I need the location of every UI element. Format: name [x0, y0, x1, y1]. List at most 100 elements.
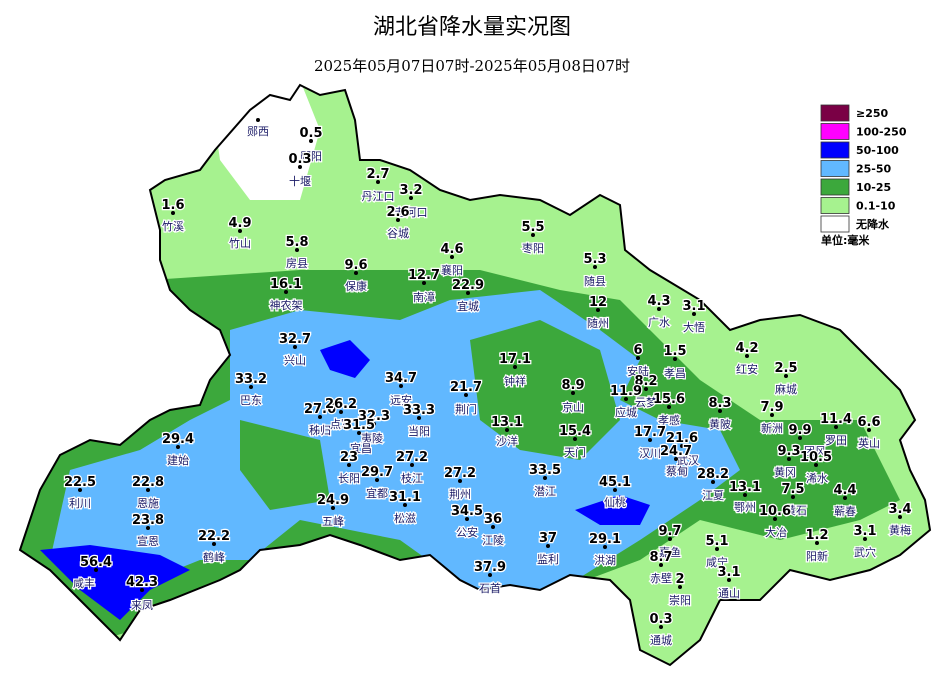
station-dot	[331, 506, 335, 510]
station-name: 宜城	[457, 299, 479, 313]
station-value: 13.1	[729, 480, 761, 495]
station-value: 3.4	[888, 502, 911, 517]
station-value: 15.6	[653, 392, 685, 407]
station-value: 34.5	[451, 504, 483, 519]
station-value: 34.7	[385, 371, 417, 386]
station-dot	[78, 488, 82, 492]
station-dot	[238, 229, 242, 233]
station-dot	[256, 118, 260, 122]
station-name: 随州	[587, 316, 609, 330]
station-name: 汉川	[639, 447, 661, 460]
station-dot	[898, 515, 902, 519]
legend-label: 25-50	[856, 163, 892, 176]
station-name: 武汉	[677, 454, 699, 467]
station-name: 江夏	[702, 489, 724, 502]
station-name: 洪湖	[594, 553, 616, 567]
station-name: 通山	[718, 587, 740, 600]
station-value: 24.7	[660, 444, 692, 459]
station-value: 3.1	[682, 299, 705, 314]
station-name: 建始	[167, 453, 189, 467]
station-value: 29.1	[589, 532, 621, 547]
station-name: 江陵	[482, 534, 504, 547]
station-dot	[546, 544, 550, 548]
station-value: 22.8	[132, 475, 164, 490]
station-dot	[711, 480, 715, 484]
station-value: 17.1	[499, 352, 531, 367]
station-dot	[410, 463, 414, 467]
station-name: 黄陂	[709, 417, 731, 431]
station-name: 京山	[562, 400, 584, 414]
station-value: 29.7	[361, 465, 393, 480]
station-dot	[347, 463, 351, 467]
station-name: 咸宁	[706, 555, 728, 569]
station-dot	[678, 585, 682, 589]
station-dot	[298, 165, 302, 169]
station-dot	[422, 281, 426, 285]
station-dot	[354, 271, 358, 275]
station-dot	[770, 413, 774, 417]
station-dot	[295, 248, 299, 252]
station-name: 蕲春	[834, 505, 856, 518]
legend-label: 50-100	[856, 144, 899, 157]
station-value: 10.5	[800, 450, 832, 465]
station-value: 23	[340, 450, 358, 465]
station-value: 45.1	[599, 475, 631, 490]
station-value: 10.6	[759, 504, 791, 519]
station-dot	[140, 588, 144, 592]
station-dot	[745, 354, 749, 358]
station-value: 17.7	[634, 425, 666, 440]
legend-swatch	[820, 178, 850, 196]
station-name: 长阳	[338, 472, 360, 485]
station-value: 28.2	[697, 467, 729, 482]
station-name: 南漳	[413, 290, 435, 304]
station-dot	[505, 428, 509, 432]
station-dot	[417, 416, 421, 420]
legend: ≥250 100-250 50-100 25-50 10-25 0.1-10 无降水	[820, 104, 907, 233]
station-name: 大悟	[683, 320, 705, 334]
station-name: 孝昌	[664, 367, 686, 380]
station-value: 27.2	[444, 466, 476, 481]
station-value: 9.9	[788, 423, 811, 438]
station-value: 4.3	[647, 294, 670, 309]
station-value: 1.5	[663, 344, 686, 359]
station-name: 房县	[286, 257, 308, 270]
station-dot	[491, 525, 495, 529]
station-dot	[659, 625, 663, 629]
station-name: 通城	[650, 634, 672, 647]
station-value: 4.4	[833, 483, 856, 498]
station-name: 英山	[858, 436, 880, 450]
station-name: 崇阳	[669, 594, 691, 607]
station-value: 32.3	[358, 409, 390, 424]
station-value: 6	[633, 343, 642, 358]
station-value: 7.9	[760, 400, 783, 415]
station-value: 7.5	[781, 482, 804, 497]
station-name: 荆州	[449, 488, 471, 501]
station-name: 沙洋	[496, 434, 518, 448]
station-name: 利川	[69, 497, 91, 510]
station-value: 4.6	[440, 242, 463, 257]
station-name: 枣阳	[522, 242, 544, 255]
station-value: 16.1	[270, 277, 302, 292]
station-value: 29.4	[162, 432, 194, 447]
station-dot	[784, 374, 788, 378]
station-dot	[146, 488, 150, 492]
station-name: 郧西	[247, 125, 269, 138]
station-dot	[727, 578, 731, 582]
station-name: 黄梅	[889, 523, 911, 537]
station-dot	[596, 308, 600, 312]
station-value: 26.2	[325, 397, 357, 412]
station-value: 11.4	[820, 412, 852, 427]
station-dot	[171, 211, 175, 215]
station-value: 6.6	[857, 415, 880, 430]
station-name: 巴东	[240, 394, 262, 407]
legend-label: 无降水	[855, 217, 890, 231]
legend-label: 100-250	[856, 126, 907, 139]
station-dot	[543, 476, 547, 480]
station-dot	[293, 345, 297, 349]
station-name: 云梦	[635, 396, 657, 409]
station-dot	[513, 365, 517, 369]
station-value: 12	[589, 295, 607, 310]
station-value: 23.8	[132, 513, 164, 528]
station-name: 保康	[345, 279, 367, 293]
